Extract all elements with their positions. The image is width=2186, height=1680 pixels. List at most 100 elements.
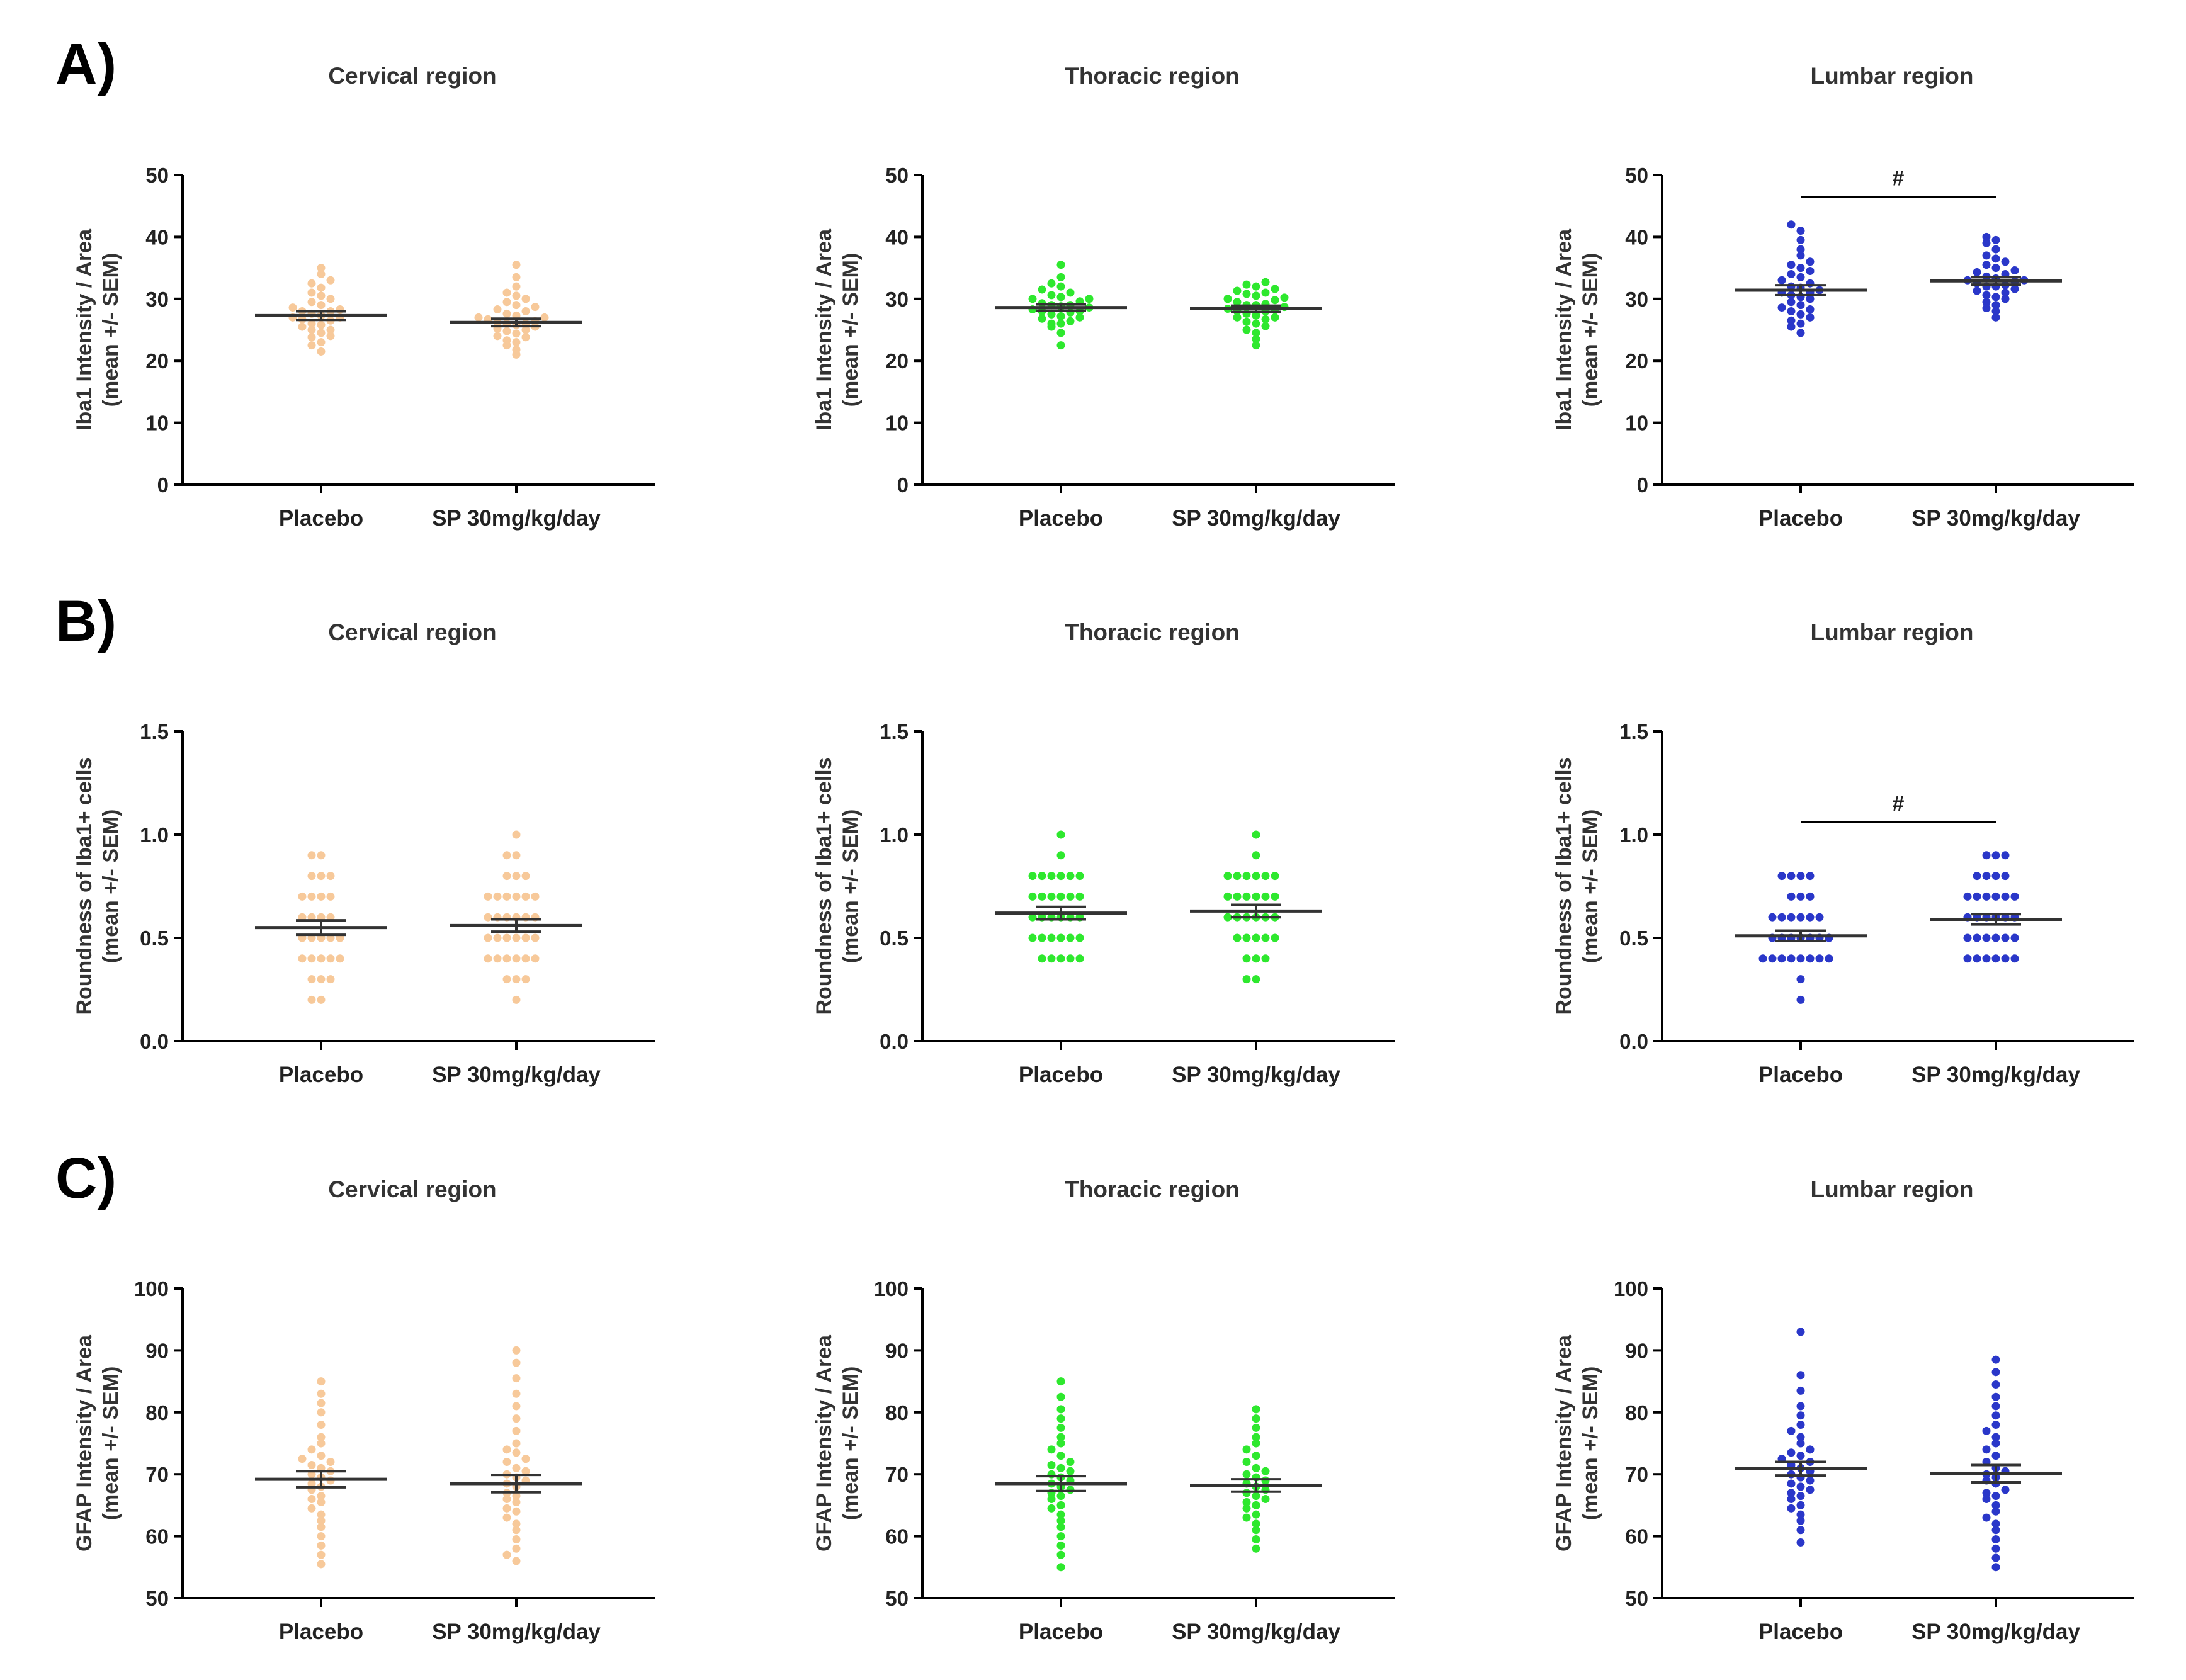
- data-point: [1806, 267, 1815, 276]
- data-point: [317, 1408, 326, 1417]
- data-point: [1796, 1439, 1805, 1448]
- data-point: [2001, 1486, 2010, 1494]
- data-point: [1787, 1489, 1796, 1497]
- y-axis-label-sub: (mean +/- SEM): [839, 1367, 863, 1521]
- data-point: [1075, 954, 1084, 963]
- data-point: [317, 872, 326, 881]
- data-point: [521, 333, 530, 342]
- data-point: [1056, 1501, 1065, 1509]
- data-point: [307, 1479, 316, 1488]
- data-point: [1242, 317, 1251, 326]
- data-point: [1056, 312, 1065, 320]
- y-axis-label: Roundness of Iba1+ cells: [72, 757, 96, 1015]
- data-point: [326, 332, 335, 341]
- data-point: [1242, 1458, 1251, 1467]
- x-tick-label: Placebo: [1019, 1063, 1103, 1087]
- data-point: [1991, 293, 2000, 302]
- data-point: [317, 1550, 326, 1559]
- data-point: [317, 1510, 326, 1519]
- data-point: [1261, 278, 1270, 286]
- data-point: [1066, 954, 1075, 963]
- data-point: [307, 851, 316, 860]
- data-point: [1233, 872, 1242, 881]
- x-tick-label: SP 30mg/kg/day: [432, 506, 601, 531]
- data-point: [1242, 975, 1251, 984]
- data-point: [1056, 1523, 1065, 1531]
- data-point: [1075, 892, 1084, 901]
- data-point: [1973, 954, 1981, 963]
- y-axis-label: Iba1 Intensity / Area: [1552, 228, 1576, 431]
- data-point: [1991, 1420, 2000, 1429]
- data-point: [1056, 1550, 1065, 1559]
- data-point: [502, 1513, 511, 1522]
- data-point: [1796, 1402, 1805, 1411]
- data-point: [1085, 295, 1094, 303]
- data-point: [1252, 1535, 1260, 1544]
- data-point: [1796, 1526, 1805, 1535]
- data-point: [1233, 933, 1242, 942]
- data-point: [1028, 872, 1037, 881]
- data-point: [1252, 1463, 1260, 1472]
- data-point: [2001, 295, 2010, 303]
- data-point: [1991, 301, 2000, 310]
- data-point: [1796, 1510, 1805, 1519]
- data-point: [521, 325, 530, 334]
- data-point: [1963, 892, 1972, 901]
- data-point: [484, 954, 492, 963]
- y-tick-label: 1.0: [880, 823, 909, 847]
- data-point: [1271, 892, 1279, 901]
- data-point: [502, 1504, 511, 1513]
- y-tick-label: 100: [1614, 1277, 1648, 1300]
- data-point: [1787, 220, 1796, 229]
- data-point: [307, 1504, 316, 1513]
- data-point: [1777, 954, 1786, 963]
- data-point: [1223, 295, 1232, 303]
- data-point: [1796, 1371, 1805, 1380]
- data-point: [1252, 311, 1260, 320]
- data-point: [484, 892, 492, 901]
- data-point: [307, 333, 316, 342]
- data-point: [1056, 1452, 1065, 1460]
- data-point: [512, 1414, 521, 1423]
- y-tick-label: 100: [874, 1277, 909, 1300]
- data-point: [317, 1433, 326, 1441]
- data-point: [1233, 313, 1242, 322]
- data-point: [1796, 319, 1805, 328]
- data-point: [521, 1455, 530, 1463]
- y-axis-label: GFAP Intensity / Area: [72, 1334, 96, 1552]
- data-point: [1223, 913, 1232, 922]
- chart-title: Cervical region: [328, 1176, 496, 1202]
- data-point: [1806, 257, 1815, 266]
- data-point: [1252, 282, 1260, 291]
- x-tick-label: Placebo: [1019, 506, 1103, 531]
- y-tick-label: 70: [1625, 1463, 1648, 1486]
- data-point: [1991, 1492, 2000, 1501]
- data-point: [512, 954, 521, 963]
- data-point: [1056, 1532, 1065, 1541]
- data-point: [1991, 1355, 2000, 1364]
- data-point: [1047, 933, 1056, 942]
- data-point: [1038, 314, 1046, 323]
- data-point: [512, 1557, 521, 1565]
- data-point: [1768, 913, 1777, 922]
- data-point: [1991, 851, 2000, 860]
- data-point: [1991, 1519, 2000, 1528]
- data-point: [307, 995, 316, 1004]
- data-point: [1796, 301, 1805, 310]
- x-tick-label: SP 30mg/kg/day: [1172, 1620, 1340, 1644]
- data-point: [1787, 322, 1796, 331]
- data-point: [502, 954, 511, 963]
- data-point: [1787, 1479, 1796, 1488]
- data-point: [1982, 1489, 1991, 1497]
- data-point: [512, 1526, 521, 1535]
- y-tick-label: 40: [1625, 225, 1648, 249]
- data-point: [1028, 892, 1037, 901]
- y-axis-label-sub: (mean +/- SEM): [839, 809, 863, 964]
- data-point: [1796, 975, 1805, 984]
- data-point: [1806, 1486, 1815, 1494]
- data-point: [2001, 892, 2010, 901]
- data-point: [1271, 285, 1279, 293]
- data-point: [1787, 1495, 1796, 1504]
- data-point: [1280, 293, 1289, 302]
